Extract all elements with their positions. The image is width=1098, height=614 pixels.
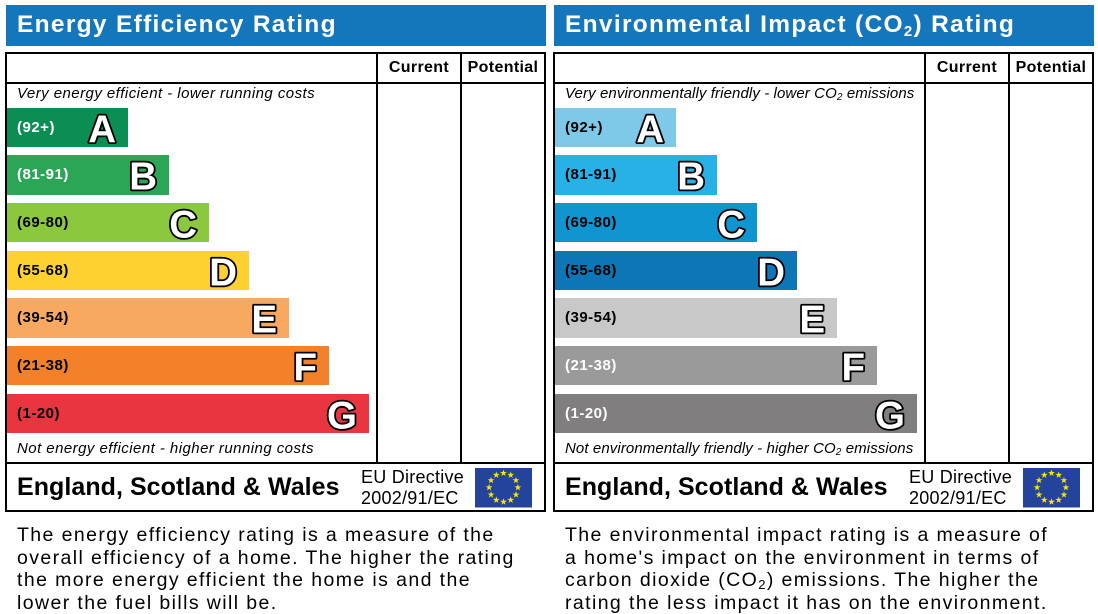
svg-text:A: A bbox=[636, 111, 664, 149]
svg-text:D: D bbox=[209, 254, 237, 292]
svg-text:C: C bbox=[717, 206, 745, 244]
svg-text:E: E bbox=[799, 301, 825, 339]
svg-text:C: C bbox=[169, 206, 197, 244]
svg-text:B: B bbox=[129, 158, 157, 196]
svg-text:E: E bbox=[251, 301, 277, 339]
svg-text:F: F bbox=[293, 349, 317, 387]
svg-text:F: F bbox=[841, 349, 865, 387]
svg-text:D: D bbox=[757, 254, 785, 292]
svg-text:G: G bbox=[875, 397, 905, 435]
svg-text:A: A bbox=[88, 111, 116, 149]
svg-text:B: B bbox=[677, 158, 705, 196]
svg-text:G: G bbox=[327, 397, 357, 435]
